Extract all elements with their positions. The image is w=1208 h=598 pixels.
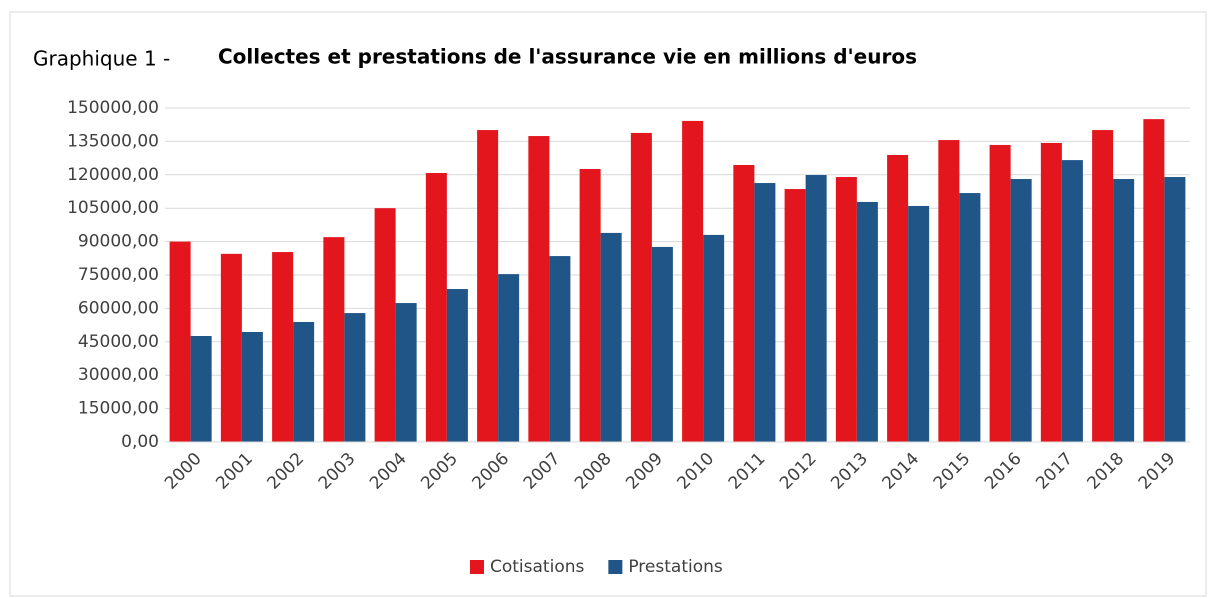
y-tick-label: 30000,00 — [78, 365, 159, 385]
bar — [344, 313, 366, 442]
bar — [1092, 130, 1114, 442]
bar — [989, 144, 1011, 443]
bar — [754, 183, 776, 442]
y-tick-label: 45000,00 — [78, 332, 159, 352]
title-prefix: Graphique 1 - — [33, 47, 170, 71]
bar — [600, 232, 622, 442]
bar — [528, 136, 550, 442]
bar — [190, 336, 212, 442]
y-tick-label: 135000,00 — [67, 131, 159, 151]
bar — [579, 169, 601, 442]
bar — [856, 201, 878, 442]
bar — [938, 140, 960, 442]
bar — [1040, 142, 1062, 442]
y-tick-label: 60000,00 — [78, 298, 159, 318]
bar — [220, 253, 242, 442]
bar — [293, 321, 315, 442]
bar — [241, 332, 263, 442]
bar — [272, 252, 294, 442]
bar — [703, 234, 725, 442]
bar — [651, 246, 673, 442]
bar — [425, 173, 447, 442]
bar — [733, 165, 755, 442]
bar — [908, 205, 930, 442]
bar — [1113, 179, 1135, 442]
legend-label: Cotisations — [490, 557, 584, 577]
bar — [549, 256, 571, 442]
bar — [682, 120, 704, 442]
bar — [446, 289, 468, 442]
bar — [395, 303, 417, 442]
bar — [169, 241, 191, 442]
bar — [784, 189, 806, 442]
bar — [1061, 160, 1083, 442]
bar — [835, 177, 857, 442]
bar — [1143, 119, 1165, 442]
bar — [959, 193, 981, 442]
legend-swatch — [608, 560, 623, 574]
bar — [1164, 177, 1186, 442]
bar — [323, 237, 345, 442]
y-tick-label: 120000,00 — [67, 165, 159, 185]
y-tick-label: 75000,00 — [78, 265, 159, 285]
bar — [498, 274, 520, 442]
bar — [887, 154, 909, 442]
y-tick-label: 0,00 — [121, 432, 159, 452]
y-tick-label: 90000,00 — [78, 232, 159, 252]
bar — [1010, 179, 1032, 442]
chart-title: Collectes et prestations de l'assurance … — [218, 45, 917, 69]
legend-label: Prestations — [628, 557, 723, 577]
y-tick-label: 150000,00 — [67, 98, 159, 118]
bar — [805, 175, 827, 443]
y-tick-label: 15000,00 — [78, 399, 159, 419]
bar — [630, 132, 652, 442]
y-tick-label: 105000,00 — [67, 198, 159, 218]
bar — [477, 130, 499, 442]
legend-swatch — [470, 560, 484, 574]
bar — [374, 208, 396, 442]
